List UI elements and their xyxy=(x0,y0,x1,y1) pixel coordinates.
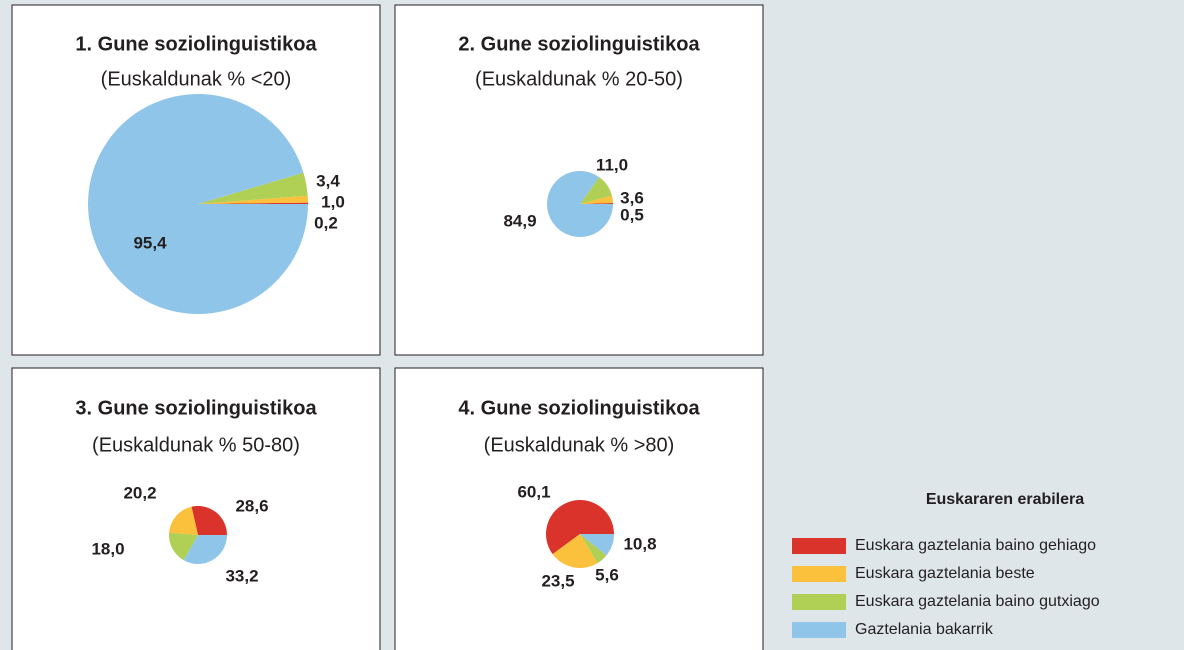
pie-slice xyxy=(183,535,227,565)
legend-swatch xyxy=(792,622,846,638)
data-label: 5,6 xyxy=(595,565,619,584)
legend-label: Euskara gaztelania baino gehiago xyxy=(855,537,1096,554)
pie-slice xyxy=(552,534,598,568)
data-label: 18,0 xyxy=(91,539,124,558)
data-label: 84,9 xyxy=(503,211,536,230)
data-label: 20,2 xyxy=(123,483,156,502)
chart-title: 4. Gune soziolinguistikoa xyxy=(458,397,700,419)
chart-title: 1. Gune soziolinguistikoa xyxy=(75,33,317,55)
legend-title: Euskararen erabilera xyxy=(926,491,1084,508)
chart-subtitle: (Euskaldunak % 50-80) xyxy=(92,434,300,456)
chart-title: 3. Gune soziolinguistikoa xyxy=(75,397,317,419)
chart-subtitle: (Euskaldunak % >80) xyxy=(484,434,675,456)
chart-title: 2. Gune soziolinguistikoa xyxy=(458,33,700,55)
pie-slice xyxy=(198,195,308,204)
pie-slice xyxy=(169,506,198,535)
data-label: 1,0 xyxy=(321,192,345,211)
pie-slice xyxy=(169,532,198,561)
pie-slice xyxy=(198,172,308,204)
data-label: 23,5 xyxy=(541,571,574,590)
pie-slice xyxy=(547,171,613,238)
legend-label: Gaztelania bakarrik xyxy=(855,621,994,638)
pie-slice xyxy=(580,202,613,204)
data-label: 0,2 xyxy=(314,213,338,232)
data-label: 10,8 xyxy=(623,534,656,553)
data-label: 3,4 xyxy=(316,171,340,190)
legend-swatch xyxy=(792,594,846,610)
legend-label: Euskara gaztelania beste xyxy=(855,565,1035,582)
data-label: 33,2 xyxy=(225,566,258,585)
data-label: 3,6 xyxy=(620,188,644,207)
pie-slice xyxy=(87,93,308,314)
data-label: 28,6 xyxy=(235,496,268,515)
chart-subtitle: (Euskaldunak % 20-50) xyxy=(475,68,683,90)
chart-subtitle: (Euskaldunak % <20) xyxy=(101,68,292,90)
pie-slice xyxy=(580,534,607,564)
pie-slice xyxy=(580,195,613,204)
pie-slice xyxy=(580,534,614,556)
pie-slice xyxy=(191,506,227,535)
legend-swatch xyxy=(792,566,846,582)
data-label: 95,4 xyxy=(133,233,167,252)
legend-label: Euskara gaztelania baino gutxiago xyxy=(855,593,1100,610)
data-label: 0,5 xyxy=(620,205,644,224)
pie-slice xyxy=(580,177,612,204)
data-label: 11,0 xyxy=(596,155,628,174)
pie-slice xyxy=(546,500,614,555)
pie-slice xyxy=(198,202,308,204)
legend-swatch xyxy=(792,538,846,554)
data-label: 60,1 xyxy=(517,482,550,501)
